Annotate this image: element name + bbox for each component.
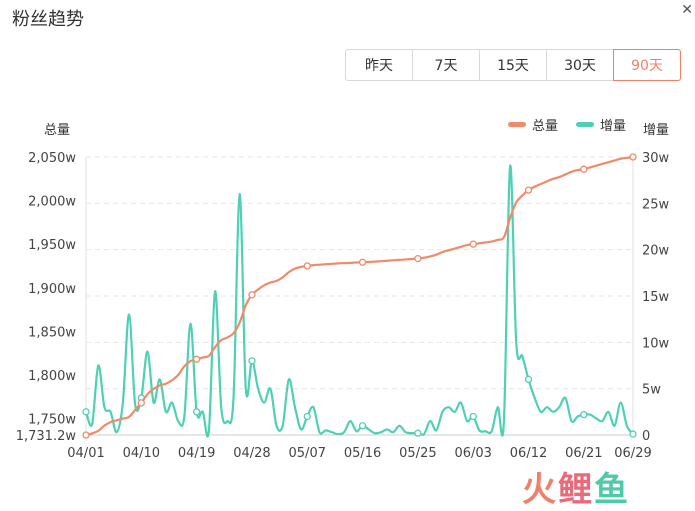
increment-line-point[interactable] [629, 430, 637, 438]
total-followers-line-point[interactable] [629, 153, 637, 161]
range-button-7-days[interactable]: 7天 [412, 49, 480, 81]
left-tick-label: 2,050w [28, 151, 76, 166]
right-tick-label: 15w [642, 290, 670, 305]
total-followers-line-point[interactable] [192, 355, 201, 363]
x-axis-ticks: 04/01 04/10 04/19 04/28 05/07 05/16 05/25 06/03… [67, 446, 651, 461]
series-lines [82, 153, 637, 439]
right-tick-label: 10w [642, 336, 670, 351]
left-tick-label: 1,950w [28, 238, 76, 253]
left-axis-ticks: 1,731.2w1,750w 1,800w 1,850w 1,900w 1,950w 2,… [16, 151, 77, 444]
right-axis-title: 增量 [643, 123, 669, 138]
increment-line-point[interactable] [524, 375, 533, 384]
range-button-90-days[interactable]: 90天 [613, 49, 681, 81]
left-tick-label: 2,000w [28, 195, 76, 210]
left-tick-label: 1,850w [28, 325, 76, 340]
total-followers-line-point[interactable] [137, 399, 145, 407]
legend-item-increment-swatch [576, 122, 594, 127]
increment-line-point[interactable] [580, 410, 588, 419]
watermark-char-3: 鱼 [594, 470, 630, 510]
page-title: 粉丝趋势 [12, 9, 84, 30]
increment-line-point[interactable] [414, 429, 422, 437]
increment-line-point[interactable] [358, 422, 367, 430]
right-axis-ticks: 0 5w 10w 15w 20w 25w 30w [642, 151, 670, 444]
right-tick-label: 0 [642, 429, 650, 444]
right-tick-label: 5w [642, 383, 661, 398]
x-tick-label: 04/01 [67, 446, 104, 461]
watermark-logo: 火鲤鱼 [522, 462, 630, 511]
total-followers-line-point[interactable] [82, 431, 90, 439]
close-icon[interactable]: ✕ [681, 2, 693, 18]
legend-item-increment-label[interactable]: 增量 [600, 119, 626, 134]
left-tick-label: 1,731.2w [16, 429, 77, 444]
total-followers-line-point[interactable] [414, 254, 422, 263]
total-followers-line-point[interactable] [248, 291, 256, 299]
increment-line-point[interactable] [192, 408, 201, 416]
x-tick-label: 04/10 [123, 446, 160, 461]
watermark-char-2: 鲤 [558, 470, 594, 510]
total-followers-line-point[interactable] [303, 262, 311, 270]
right-tick-label: 20w [642, 244, 670, 259]
total-followers-line-point[interactable] [580, 165, 588, 173]
left-tick-label: 1,800w [28, 369, 76, 384]
increment-line-point[interactable] [303, 412, 311, 421]
right-tick-label: 30w [642, 151, 670, 166]
date-range-selector: 昨天 7天 15天 30天 90天 [345, 49, 681, 81]
total-followers-line-point[interactable] [469, 240, 477, 248]
x-tick-label: 04/19 [178, 446, 215, 461]
left-tick-label: 1,900w [28, 282, 76, 297]
increment-line-point[interactable] [248, 357, 256, 365]
legend-item-total-swatch [508, 122, 526, 127]
right-tick-label: 25w [642, 197, 670, 212]
x-tick-label: 06/03 [454, 446, 491, 461]
watermark-char-1: 火 [522, 470, 558, 510]
increment-line-point[interactable] [469, 412, 477, 421]
x-tick-label: 05/07 [289, 446, 326, 461]
range-button-30-days[interactable]: 30天 [546, 49, 614, 81]
x-tick-label: 06/29 [614, 446, 651, 461]
grid-lines [85, 156, 634, 436]
total-followers-line-point[interactable] [524, 186, 533, 194]
x-tick-label: 04/28 [233, 446, 270, 461]
legend-item-total-label[interactable]: 总量 [532, 119, 558, 134]
left-axis-title: 总量 [44, 123, 70, 138]
x-tick-label: 05/16 [344, 446, 381, 461]
left-tick-label: 1,750w [28, 413, 76, 428]
total-followers-line-point[interactable] [358, 258, 367, 266]
chart-legend: 总量 增量 [508, 119, 626, 134]
increment-line-point[interactable] [82, 408, 90, 416]
x-tick-label: 06/21 [565, 446, 602, 461]
x-tick-label: 06/12 [510, 446, 547, 461]
x-tick-label: 05/25 [399, 446, 436, 461]
increment-line [84, 164, 634, 438]
